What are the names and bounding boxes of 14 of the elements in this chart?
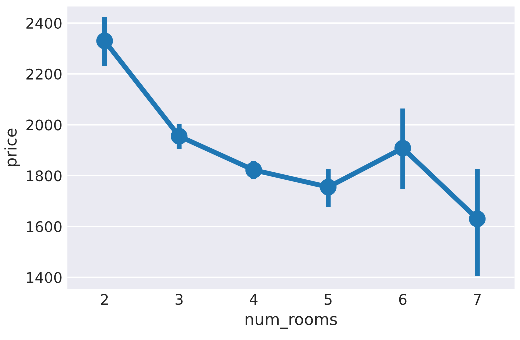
- y-tick-label: 1400: [27, 272, 62, 284]
- y-tick-label: 2200: [26, 68, 62, 80]
- x-tick-label: 3: [176, 294, 183, 306]
- x-tick-label: 7: [474, 294, 481, 305]
- y-tick-label: 1800: [27, 170, 62, 182]
- y-tick-label: 2400: [26, 18, 62, 30]
- x-tick-label: 6: [399, 294, 407, 306]
- y-tick-label: 1600: [27, 221, 62, 232]
- x-tick-label: 2: [101, 294, 108, 305]
- y-axis-title: price: [4, 128, 20, 166]
- x-tick-label: 5: [324, 294, 332, 306]
- x-axis-title: num_rooms: [246, 316, 338, 329]
- y-tick-label: 2000: [26, 120, 62, 131]
- x-tick-label: 4: [250, 294, 258, 305]
